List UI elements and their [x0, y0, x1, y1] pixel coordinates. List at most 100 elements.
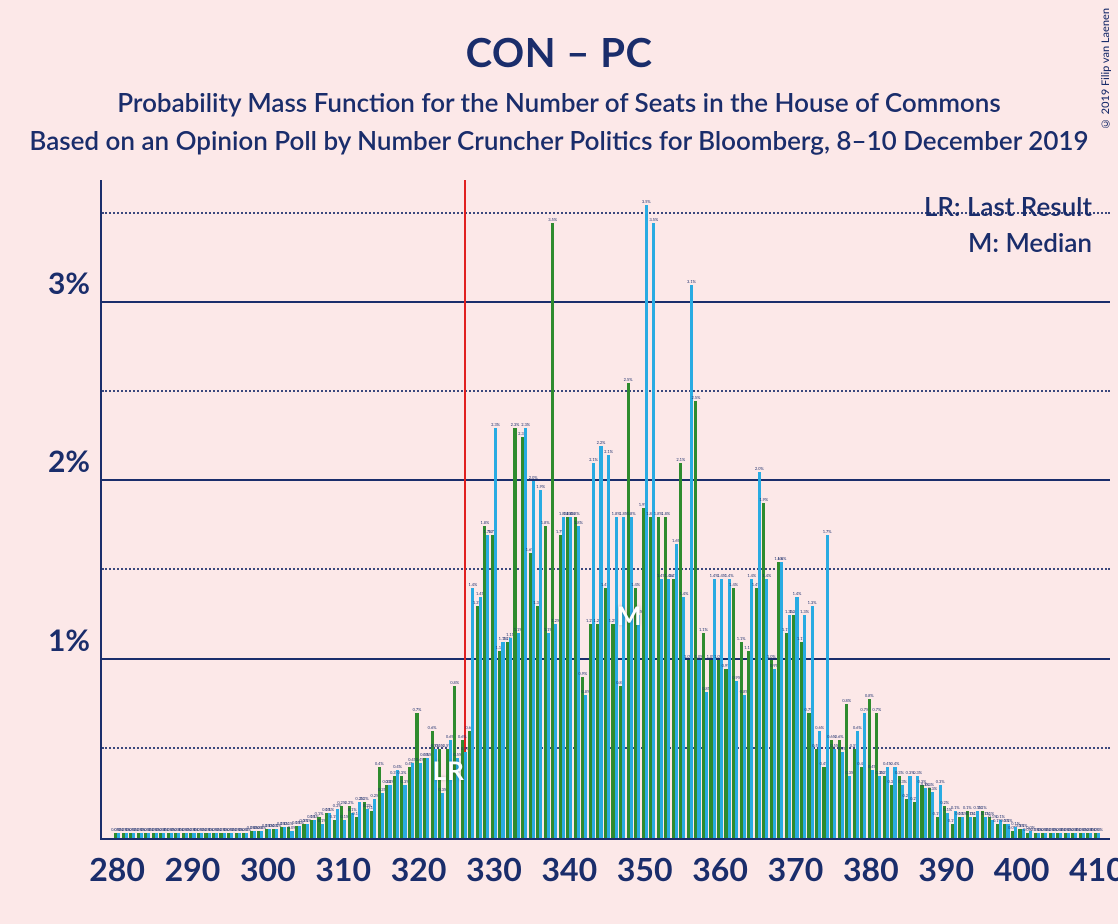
- bar-series-b: 0.0%: [1082, 833, 1085, 838]
- legend-lr: LR: Last Result: [924, 188, 1092, 224]
- bar-series-b: 1.8%: [562, 517, 565, 838]
- bar-series-b: 0.0%: [1089, 833, 1092, 838]
- x-axis-label: 390: [918, 849, 974, 888]
- bar-series-b: 1.4%: [479, 597, 482, 838]
- bar-series-b: 0.0%: [1044, 833, 1047, 838]
- bar-series-b: 2.0%: [758, 472, 761, 838]
- bar-series-b: 1.8%: [577, 526, 580, 838]
- bar-value-label: 1.8%: [574, 520, 583, 526]
- bar-value-label: 0.2%: [940, 800, 949, 806]
- y-axis-label: 1%: [48, 622, 90, 658]
- bar-series-b: 0.9%: [735, 681, 738, 838]
- bar-value-label: 0.3%: [398, 770, 407, 776]
- bar-value-label: 0.3%: [936, 779, 945, 785]
- bar-value-label: 0.6%: [458, 734, 467, 740]
- bar-series-b: 0.4%: [396, 770, 399, 838]
- bar-series-b: 0.8%: [584, 695, 587, 838]
- bar-series-b: 1.4%: [765, 579, 768, 838]
- bar-series-b: 2.3%: [494, 428, 497, 838]
- grid-minor: [102, 390, 1110, 392]
- bar-series-b: 0.4%: [893, 767, 896, 838]
- bar-value-label: 3.5%: [642, 199, 651, 205]
- x-axis-label: 320: [391, 849, 447, 888]
- bar-series-b: 0.3%: [939, 785, 942, 839]
- bar-series-b: 0.0%: [238, 833, 241, 838]
- legend-m: M: Median: [924, 224, 1092, 260]
- bar-value-label: 1.4%: [793, 591, 802, 597]
- bar-value-label: 0.8%: [842, 698, 851, 704]
- bar-value-label: 3.1%: [687, 279, 696, 285]
- bar-series-b: 0.6%: [818, 731, 821, 838]
- bar-series-b: 0.1%: [313, 820, 316, 838]
- bar-series-b: 1.3%: [811, 606, 814, 838]
- bar-series-b: 1.8%: [630, 517, 633, 838]
- bar-series-b: 1.3%: [637, 615, 640, 838]
- bar-series-b: 1.4%: [660, 579, 663, 838]
- bar-series-b: 0.5%: [841, 752, 844, 838]
- bar-value-label: 1.4%: [762, 573, 771, 579]
- copyright-text: © 2019 Filip van Laenen: [1099, 8, 1112, 130]
- bar-series-b: 0.0%: [192, 833, 195, 838]
- bar-series-b: 2.3%: [524, 428, 527, 838]
- bar-series-b: 0.3%: [388, 785, 391, 839]
- bar-value-label: 0.8%: [450, 680, 459, 686]
- bar-value-label: 0.6%: [853, 725, 862, 731]
- bar-series-b: 0.0%: [140, 833, 143, 838]
- chart-area: LR: Last Result M: Median 1%2%3%28029030…: [20, 180, 1110, 900]
- bar-series-b: 0.0%: [1067, 833, 1070, 838]
- bar-series-b: 0.0%: [1059, 833, 1062, 838]
- bar-value-label: 0.6%: [428, 725, 437, 731]
- bar-series-b: 0.0%: [125, 833, 128, 838]
- chart-subtitle-1: Probability Mass Function for the Number…: [0, 76, 1118, 118]
- bar-series-b: 0.3%: [924, 788, 927, 838]
- bar-value-label: 1.8%: [661, 511, 670, 517]
- bar-series-b: 3.5%: [645, 205, 648, 838]
- bar-value-label: 2.1%: [589, 457, 598, 463]
- bar-series-b: 0.5%: [426, 758, 429, 838]
- bar-series-b: 0.5%: [833, 749, 836, 838]
- bar-series-b: 1.4%: [750, 579, 753, 838]
- bar-value-label: 3.5%: [548, 217, 557, 223]
- bar-series-b: 0.8%: [705, 692, 708, 838]
- bar-value-label: 1.8%: [627, 511, 636, 517]
- bar-value-label: 1.4%: [747, 573, 756, 579]
- bar-series-b: 0.1%: [976, 811, 979, 838]
- bar-series-b: 1.6%: [780, 562, 783, 838]
- bar-value-label: 1.4%: [468, 582, 477, 588]
- bar-value-label: 1.8%: [480, 520, 489, 526]
- bar-series-b: 0.3%: [381, 793, 384, 838]
- bar-series-b: 1.9%: [539, 490, 542, 838]
- bar-series-b: 0.0%: [223, 833, 226, 838]
- bar-series-b: 0.0%: [132, 833, 135, 838]
- bar-series-b: 1.1%: [517, 633, 520, 838]
- x-axis-label: 370: [768, 849, 824, 888]
- y-axis-label: 3%: [48, 265, 90, 301]
- bar-value-label: 1.6%: [777, 556, 786, 562]
- bar-series-b: 1.0%: [697, 660, 700, 838]
- bar-value-label: 2.5%: [624, 377, 633, 383]
- bar-value-label: 2.3%: [511, 422, 520, 428]
- bar-series-b: 0.1%: [275, 829, 278, 838]
- bar-series-b: 1.1%: [501, 642, 504, 838]
- x-axis-label: 350: [617, 849, 673, 888]
- grid-major: [102, 479, 1110, 481]
- x-axis-label: 400: [994, 849, 1050, 888]
- bar-series-b: 1.8%: [615, 517, 618, 838]
- bar-series-b: 0.1%: [321, 824, 324, 838]
- bar-value-label: 0.3%: [913, 770, 922, 776]
- bar-series-b: 1.4%: [795, 597, 798, 838]
- grid-major: [102, 301, 1110, 303]
- bar-value-label: 2.1%: [676, 457, 685, 463]
- bar-series-b: 0.4%: [411, 763, 414, 838]
- bar-series-b: 0.1%: [306, 824, 309, 838]
- plot-area: LR: Last Result M: Median 1%2%3%28029030…: [100, 180, 1110, 840]
- bar-series-b: 0.1%: [984, 817, 987, 838]
- bar-value-label: 0.3%: [928, 786, 937, 792]
- bar-series-b: 0.8%: [743, 695, 746, 838]
- bar-value-label: 1.1%: [699, 627, 708, 633]
- bar-series-b: 0.0%: [253, 831, 256, 838]
- bar-series-b: 0.0%: [155, 833, 158, 838]
- bar-series-b: 0.0%: [1052, 833, 1055, 838]
- bar-series-b: 0.0%: [1037, 833, 1040, 838]
- chart-subtitle-2: Based on an Opinion Poll by Number Crunc…: [0, 118, 1118, 156]
